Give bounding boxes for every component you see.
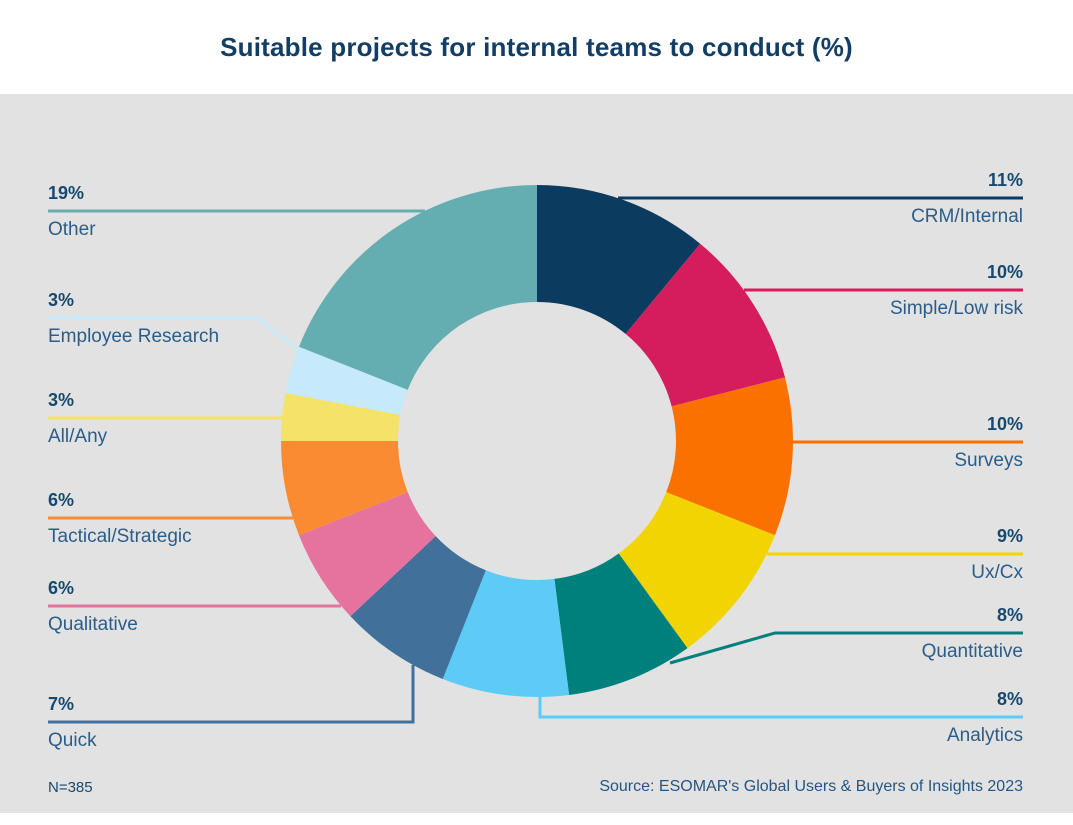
label-other: Other [48, 219, 96, 240]
pct-crm-internal: 11% [987, 170, 1023, 190]
label-surveys: Surveys [954, 450, 1023, 471]
callout-other: 19% Other [48, 181, 96, 241]
label-analytics: Analytics [946, 725, 1023, 746]
label-quick: Quick [48, 730, 97, 751]
callout-ux-cx: 9% Ux/Cx [971, 524, 1023, 584]
slice-ux-cx [618, 492, 776, 649]
callout-quantitative: 8% Quantitative [922, 603, 1023, 663]
label-qualitative: Qualitative [48, 614, 138, 635]
leader-quick [48, 665, 415, 724]
pct-employee-research: 3% [48, 290, 75, 310]
label-quantitative: Quantitative [921, 641, 1023, 662]
slice-qualitative [298, 492, 436, 617]
pct-quantitative: 8% [996, 605, 1023, 625]
label-tactical-strategic: Tactical/Strategic [48, 526, 192, 547]
callout-simple-low-risk: 10% Simple/Low risk [890, 260, 1023, 320]
pct-tactical-strategic: 6% [48, 490, 75, 510]
slice-other [298, 185, 537, 390]
pct-other: 19% [48, 183, 85, 203]
leader-quantitative [669, 631, 1023, 665]
source-note: Source: ESOMAR's Global Users & Buyers o… [599, 778, 1023, 795]
callout-all-any: 3% All/Any [48, 388, 107, 448]
slice-all-any [281, 393, 401, 441]
callout-surveys: 10% Surveys [954, 412, 1023, 472]
leader-analytics [538, 697, 1023, 719]
slice-analytics [442, 570, 570, 697]
label-crm-internal: CRM/Internal [911, 206, 1023, 227]
slice-tactical-strategic [281, 441, 408, 536]
slice-crm-internal [537, 185, 701, 334]
header-band: Suitable projects for internal teams to … [0, 0, 1073, 94]
sample-size: N=385 [48, 779, 93, 796]
leader-employee-research [48, 316, 298, 351]
slice-quick [350, 536, 486, 680]
slice-surveys [666, 377, 793, 536]
pct-ux-cx: 9% [996, 526, 1023, 546]
pct-surveys: 10% [986, 414, 1023, 434]
callout-qualitative: 6% Qualitative [48, 576, 138, 636]
label-ux-cx: Ux/Cx [971, 562, 1023, 583]
pct-qualitative: 6% [48, 578, 75, 598]
label-all-any: All/Any [48, 426, 108, 447]
pct-analytics: 8% [996, 689, 1023, 709]
label-employee-research: Employee Research [48, 326, 220, 347]
callout-employee-research: 3% Employee Research [48, 288, 219, 348]
chart-title: Suitable projects for internal teams to … [220, 31, 853, 62]
pct-quick: 7% [48, 694, 75, 714]
slice-employee-research [285, 346, 408, 415]
callout-quick: 7% Quick [48, 692, 97, 752]
slice-quantitative [554, 553, 688, 695]
callout-analytics: 8% Analytics [947, 687, 1023, 747]
callout-crm-internal: 11% CRM/Internal [911, 168, 1023, 228]
label-simple-low-risk: Simple/Low risk [889, 298, 1023, 319]
slice-simple-low-risk [625, 243, 785, 407]
pct-all-any: 3% [48, 390, 75, 410]
callout-tactical-strategic: 6% Tactical/Strategic [48, 488, 192, 548]
pct-simple-low-risk: 10% [986, 262, 1023, 282]
